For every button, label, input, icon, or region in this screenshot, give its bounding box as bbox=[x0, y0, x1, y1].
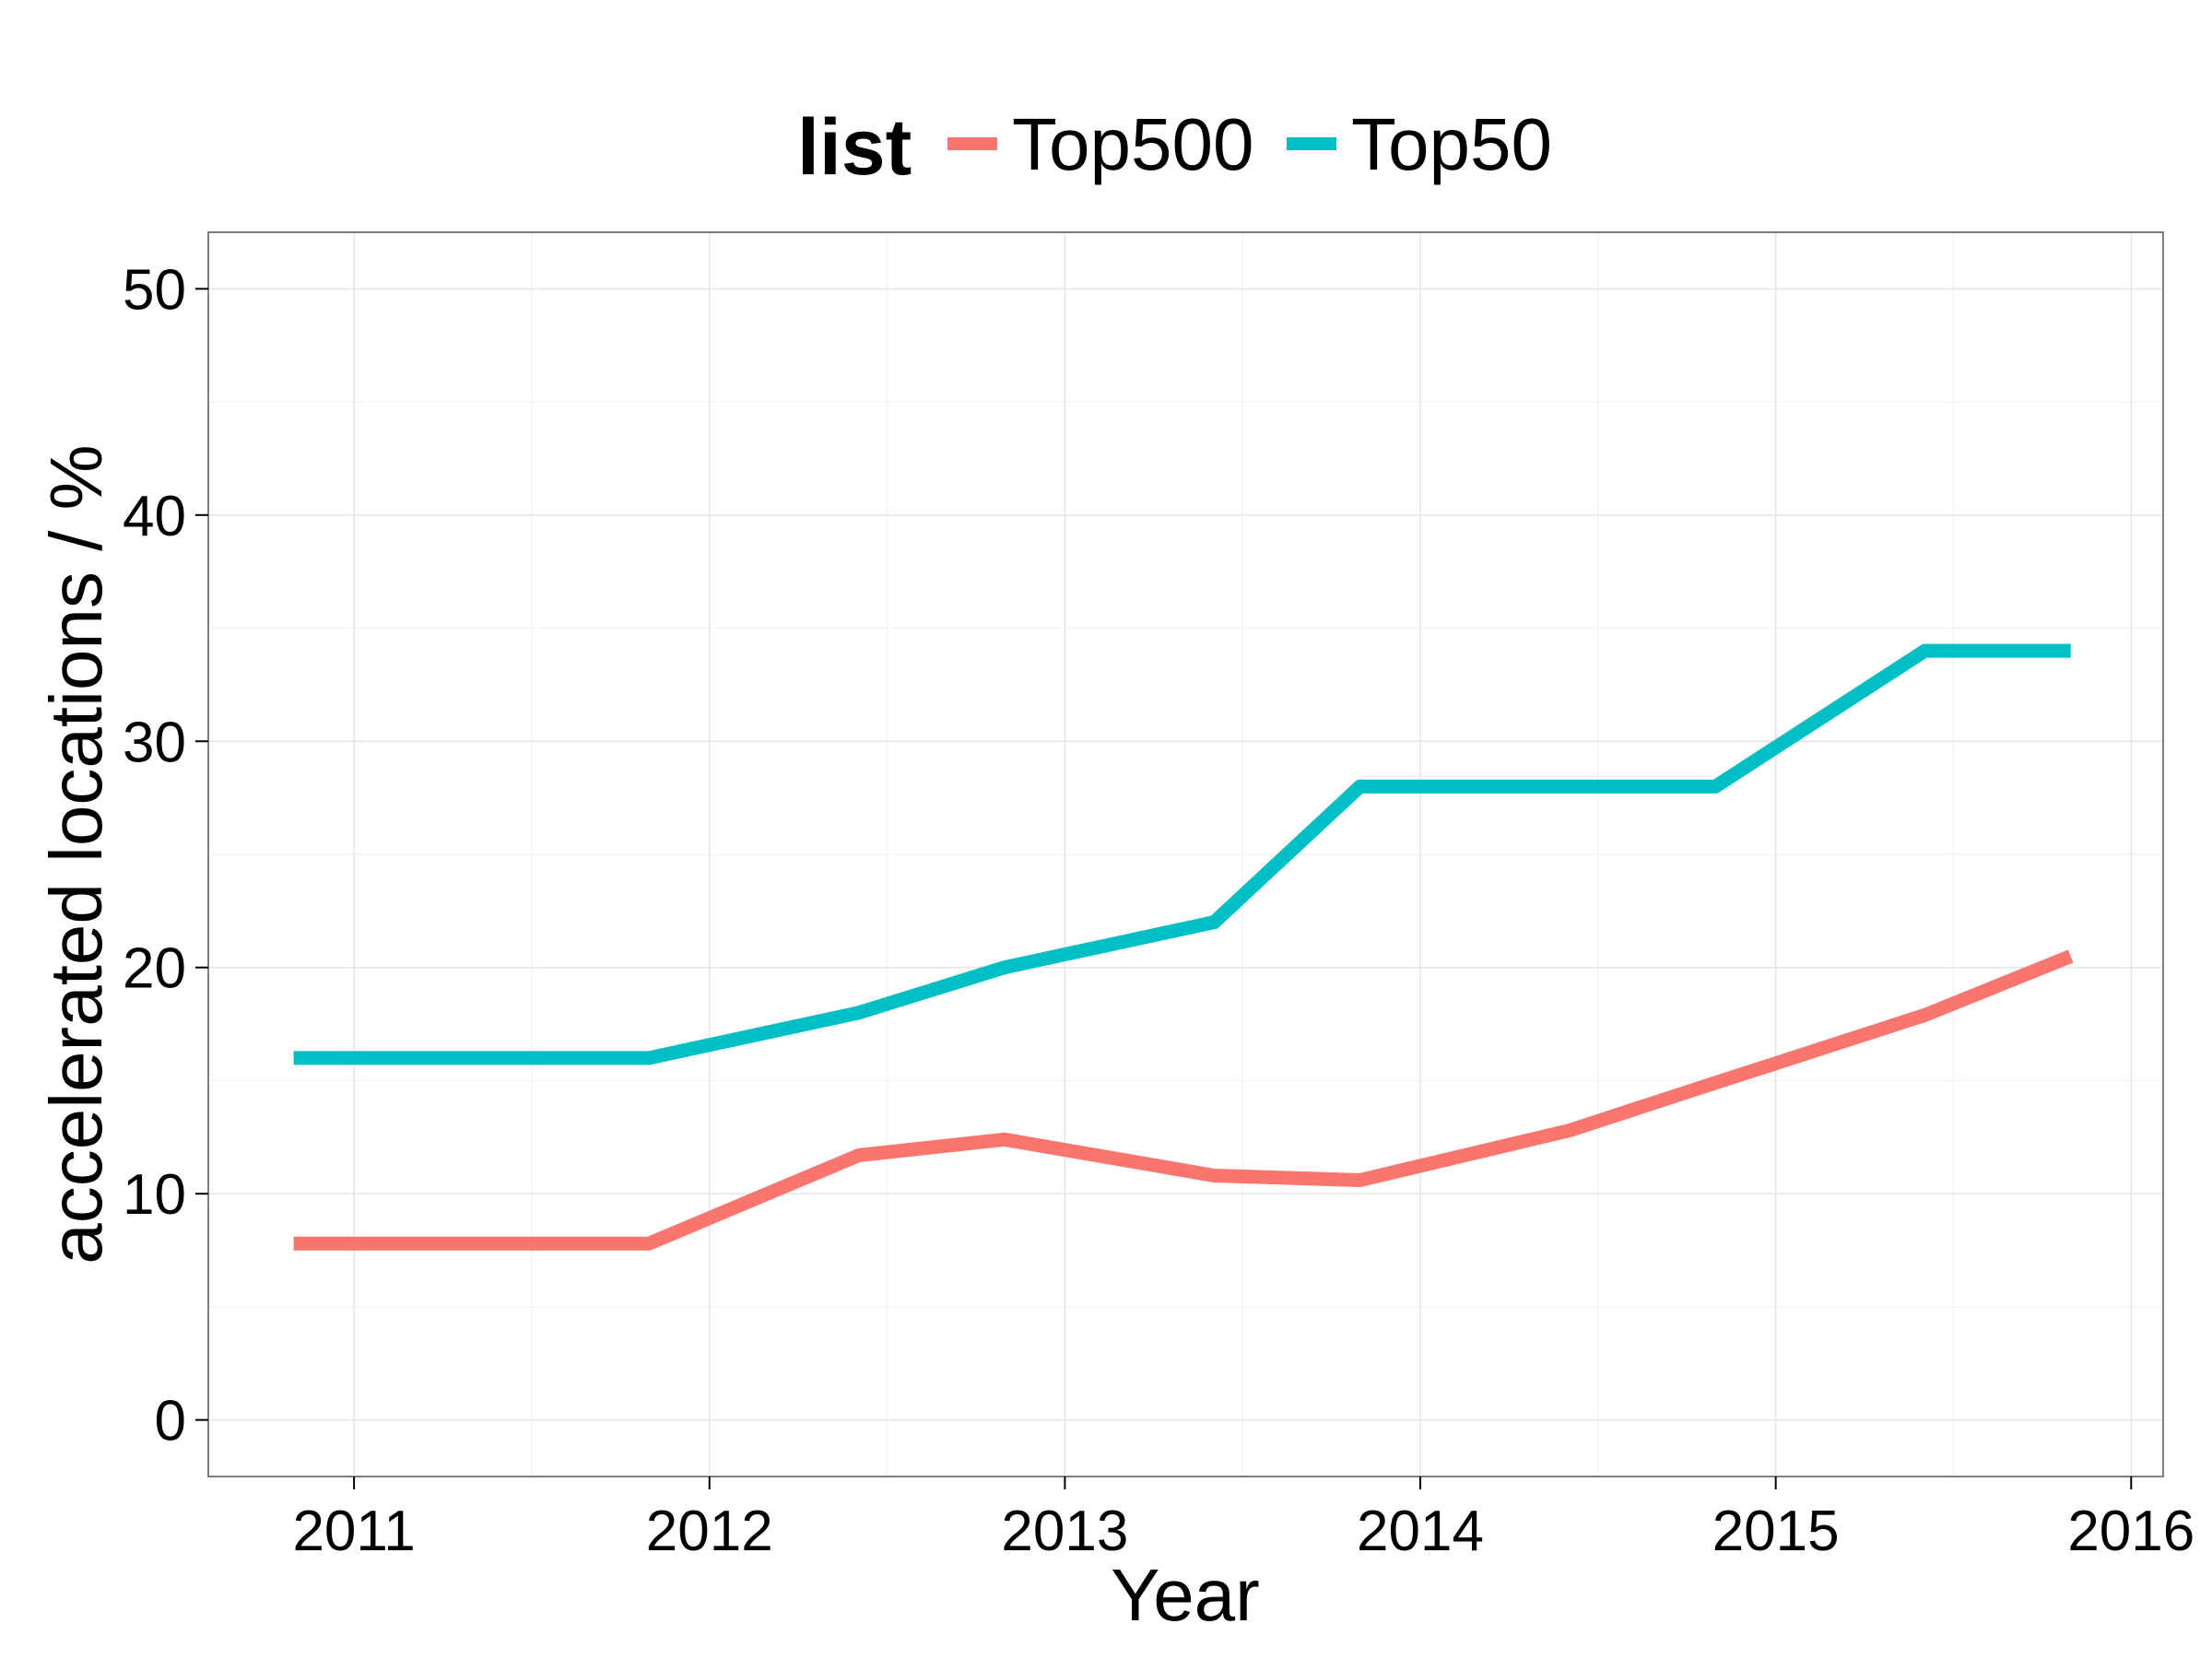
plot-panel-border bbox=[207, 231, 2164, 1477]
y-axis: 0 10 20 30 40 50 bbox=[123, 258, 208, 1453]
x-tick-label: 2011 bbox=[292, 1500, 415, 1563]
x-axis-title: Year bbox=[1111, 1554, 1260, 1636]
legend-label-top50: Top50 bbox=[1351, 103, 1552, 185]
legend: list Top500 Top50 bbox=[797, 103, 1552, 192]
y-tick-label: 50 bbox=[123, 258, 186, 322]
x-tick-label: 2012 bbox=[646, 1500, 773, 1563]
y-tick-label: 0 bbox=[155, 1390, 186, 1453]
x-axis: 2011 2012 2013 2014 2015 2016 bbox=[292, 1477, 2194, 1563]
x-tick-label: 2016 bbox=[2067, 1500, 2194, 1563]
y-tick-label: 20 bbox=[123, 937, 186, 1001]
y-tick-label: 40 bbox=[123, 485, 186, 548]
legend-label-top500: Top500 bbox=[1012, 103, 1253, 185]
series-lines bbox=[293, 643, 2074, 1251]
series-line-top500 bbox=[293, 949, 2074, 1251]
legend-title: list bbox=[797, 103, 912, 192]
x-tick-label: 2014 bbox=[1357, 1500, 1484, 1563]
y-tick-label: 30 bbox=[123, 711, 186, 774]
grid-major bbox=[208, 232, 2163, 1477]
grid-minor bbox=[208, 232, 2163, 1477]
y-axis-title: accelerated locations / % bbox=[35, 444, 117, 1264]
x-tick-label: 2015 bbox=[1712, 1500, 1840, 1563]
series-line-top50 bbox=[293, 643, 2071, 1065]
x-tick-label: 2013 bbox=[1001, 1500, 1128, 1563]
y-tick-label: 10 bbox=[123, 1163, 186, 1227]
